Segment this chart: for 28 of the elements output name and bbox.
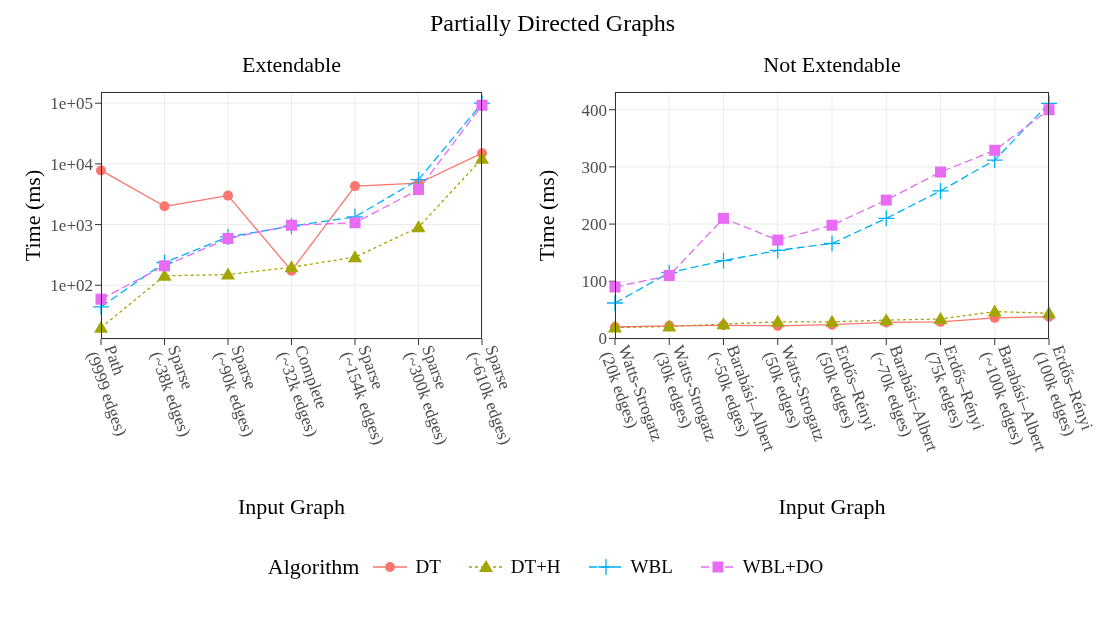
legend-label: DT: [415, 556, 441, 578]
legend-title: Algorithm: [267, 554, 360, 580]
y-tick-label: 400: [581, 100, 607, 120]
text: Partially Directed Graphs: [428, 9, 677, 38]
y-tick-label: 1e+02: [50, 276, 93, 296]
legend-label: WBL: [630, 556, 673, 578]
x-axis-title: Input Graph: [238, 494, 345, 519]
x-tick-label: Path (9999 edges): [82, 342, 131, 439]
x-axis-title: Input Graph: [778, 494, 886, 519]
x-tick-label: Sparse (~90k edges): [209, 342, 261, 440]
y-axis-title: Time (ms): [19, 169, 45, 262]
legend-label: WBL+DO: [742, 556, 824, 578]
legend-label: DT+H: [510, 556, 561, 578]
x-tick-label: Sparse (~154k edges): [336, 342, 389, 448]
x-tick-label: Complete (~32k edges): [273, 342, 332, 440]
y-tick-label: 1e+04: [50, 154, 94, 174]
y-tick-label: 1e+05: [50, 94, 93, 114]
y-tick-label: 100: [581, 272, 607, 292]
x-tick-label: Sparse (~38k edges): [146, 342, 198, 440]
chart-subtitle: Not Extendable: [762, 52, 902, 79]
y-tick-label: 1e+03: [50, 215, 93, 235]
x-tick-label: Sparse (~300k edges): [400, 342, 452, 448]
x-tick-label: Sparse (~610k edges): [463, 342, 516, 448]
chart-subtitle: Extendable: [241, 52, 342, 79]
y-tick-label: 0: [598, 329, 607, 349]
y-tick-label: 200: [581, 215, 607, 235]
y-axis-title: Time (ms): [533, 169, 559, 262]
y-tick-label: 300: [581, 157, 607, 177]
